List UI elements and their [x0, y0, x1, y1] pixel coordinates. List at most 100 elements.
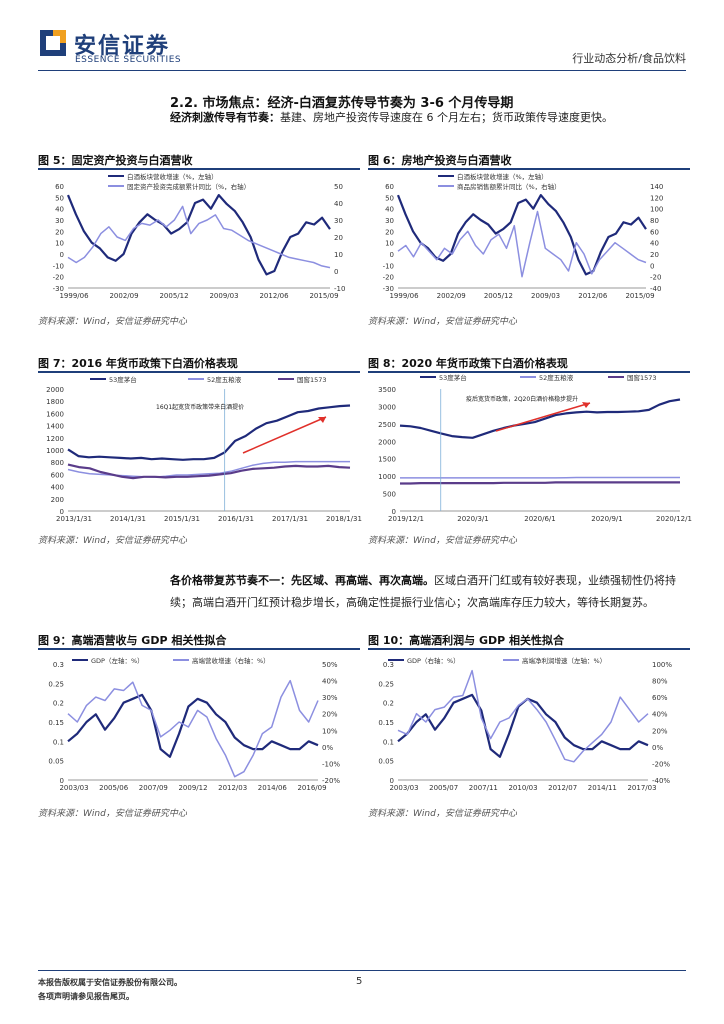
x-tick-label: 2012/03	[218, 784, 247, 792]
page-number: 5	[356, 976, 363, 987]
y-right-tick-label: 10%	[322, 727, 338, 735]
figure-6-source: 资料来源：Wind，安信证券研究中心	[368, 317, 517, 327]
figure-9-title: 图 9：高端酒营收与 GDP 相关性拟合	[38, 634, 227, 647]
x-tick-label: 2007/11	[469, 784, 498, 792]
footer-disclaimer: 本报告版权属于安信证券股份有限公司。 各项声明请参见报告尾页。	[38, 976, 182, 1004]
figure-5-chart: 60 50 40 30 20 10 0 -10 -20 -30 50 40 30 20 10 0 -10 1999…	[53, 172, 346, 300]
legend-label: 国窖1573	[627, 373, 657, 382]
y-right-tick-label: -10	[334, 285, 345, 293]
x-tick-label: 2002/09	[109, 292, 138, 300]
x-tick-label: 2012/06	[259, 292, 289, 300]
y-tick-label: -20	[383, 274, 394, 282]
series-line-2	[397, 669, 649, 763]
y-tick-label: 0	[60, 777, 64, 785]
report-category: 行业动态分析/食品饮料	[572, 52, 686, 65]
figure-5-rule	[38, 168, 360, 170]
y-tick-label: 40	[55, 206, 64, 214]
y-right-tick-label: 0	[334, 268, 338, 276]
y-tick-label: 200	[51, 496, 64, 504]
y-tick-label: 0	[392, 508, 396, 516]
x-tick-label: 2012/06	[578, 292, 608, 300]
x-tick-label: 2009/12	[178, 784, 207, 792]
y-right-tick-label: -10%	[322, 760, 340, 768]
x-tick-label: 2005/06	[99, 784, 129, 792]
y-tick-label: 1600	[46, 410, 64, 418]
y-right-tick-label: 20%	[652, 727, 668, 735]
x-tick-label: 2009/03	[531, 292, 560, 300]
x-tick-label: 2014/11	[588, 784, 617, 792]
x-tick-label: 2010/03	[508, 784, 537, 792]
legend-label: 52度五粮液	[207, 375, 242, 384]
y-right-tick-label: 60%	[652, 694, 668, 702]
y-tick-label: 800	[51, 459, 64, 467]
figure-7-title: 图 7：2016 年货币政策下白酒价格表现	[38, 357, 238, 370]
y-tick-label: 0.05	[378, 758, 394, 766]
y-right-tick-label: 50%	[322, 661, 338, 669]
brand-logo-icon	[40, 30, 66, 56]
y-right-tick-label: 40%	[652, 711, 668, 719]
y-tick-label: 30	[55, 217, 64, 225]
x-tick-label: 2005/07	[429, 784, 458, 792]
y-tick-label: 1000	[378, 473, 396, 481]
y-tick-label: 0	[60, 251, 64, 259]
y-right-tick-label: -20	[650, 274, 661, 282]
y-right-tick-label: 10	[334, 251, 343, 259]
y-tick-label: 0	[390, 777, 394, 785]
legend-label: 高端营收增速（右轴：%）	[192, 656, 270, 665]
legend-label: 商品房销售额累计同比（%，右轴）	[457, 182, 561, 191]
legend-label: 固定资产投资完成额累计同比（%，右轴）	[127, 182, 250, 191]
x-tick-label: 2009/03	[209, 292, 238, 300]
series-line-1	[399, 398, 681, 439]
x-tick-label: 2020/12/1	[656, 515, 692, 523]
y-tick-label: -10	[53, 262, 64, 270]
y-right-tick-label: 100	[650, 206, 663, 214]
x-tick-label: 2003/03	[389, 784, 418, 792]
y-tick-label: 0.2	[53, 700, 64, 708]
legend-label: 白酒板块营收增速（%，左轴）	[127, 172, 218, 181]
x-tick-label: 2003/03	[59, 784, 88, 792]
y-tick-label: 60	[385, 183, 394, 191]
y-tick-label: 60	[55, 183, 64, 191]
y-right-tick-label: 20	[650, 251, 659, 259]
paragraph-text-2: 区域白酒开门红或有较好表现，业绩强韧性仍将持续；高端白酒开门红预计稳步增长，高确…	[170, 574, 676, 609]
y-right-tick-label: 0	[650, 262, 654, 270]
x-tick-label: 2013/1/31	[56, 515, 92, 523]
figure-7-source: 资料来源：Wind，安信证券研究中心	[38, 536, 187, 546]
series-line-2	[397, 210, 647, 278]
y-tick-label: 1800	[46, 398, 64, 406]
x-tick-label: 2017/1/31	[272, 515, 308, 523]
x-tick-label: 2019/12/1	[388, 515, 424, 523]
series-line-1	[67, 404, 351, 461]
y-right-tick-label: 0%	[322, 744, 333, 752]
y-tick-label: 0.15	[48, 719, 64, 727]
x-tick-label: 1999/06	[389, 292, 419, 300]
y-tick-label: -20	[53, 274, 64, 282]
y-tick-label: 10	[55, 240, 64, 248]
y-tick-label: 600	[51, 471, 64, 479]
x-tick-label: 2020/3/1	[457, 515, 488, 523]
x-tick-label: 2015/1/31	[164, 515, 200, 523]
y-tick-label: 20	[385, 228, 394, 236]
y-tick-label: 1500	[378, 456, 396, 464]
y-right-tick-label: -40%	[652, 777, 670, 785]
y-tick-label: 20	[55, 228, 64, 236]
figure-6-title: 图 6：房地产投资与白酒营收	[368, 154, 512, 167]
annotation-text: 16Q1起宽货币政策带来白酒提价	[156, 403, 244, 411]
y-right-tick-label: 30	[334, 217, 343, 225]
figure-10-title: 图 10：高端酒利润与 GDP 相关性拟合	[368, 634, 565, 647]
x-tick-label: 2015/09	[309, 292, 338, 300]
y-right-tick-label: 100%	[652, 661, 672, 669]
legend-label: 白酒板块营收增速（%，左轴）	[457, 172, 548, 181]
y-tick-label: 0.3	[53, 661, 64, 669]
paragraph-policy: 经济刺激传导有节奏：基建、房地产投资传导速度在 6 个月左右；货币政策传导速度更…	[170, 107, 690, 129]
y-tick-label: 50	[385, 194, 394, 202]
y-right-tick-label: 50	[334, 183, 343, 191]
y-tick-label: 2000	[46, 386, 64, 394]
y-tick-label: 1000	[46, 447, 64, 455]
figure-8-source: 资料来源：Wind，安信证券研究中心	[368, 536, 517, 546]
y-right-tick-label: 30%	[322, 694, 338, 702]
y-right-tick-label: 120	[650, 194, 663, 202]
header-divider	[38, 70, 686, 71]
x-tick-label: 2016/09	[297, 784, 326, 792]
